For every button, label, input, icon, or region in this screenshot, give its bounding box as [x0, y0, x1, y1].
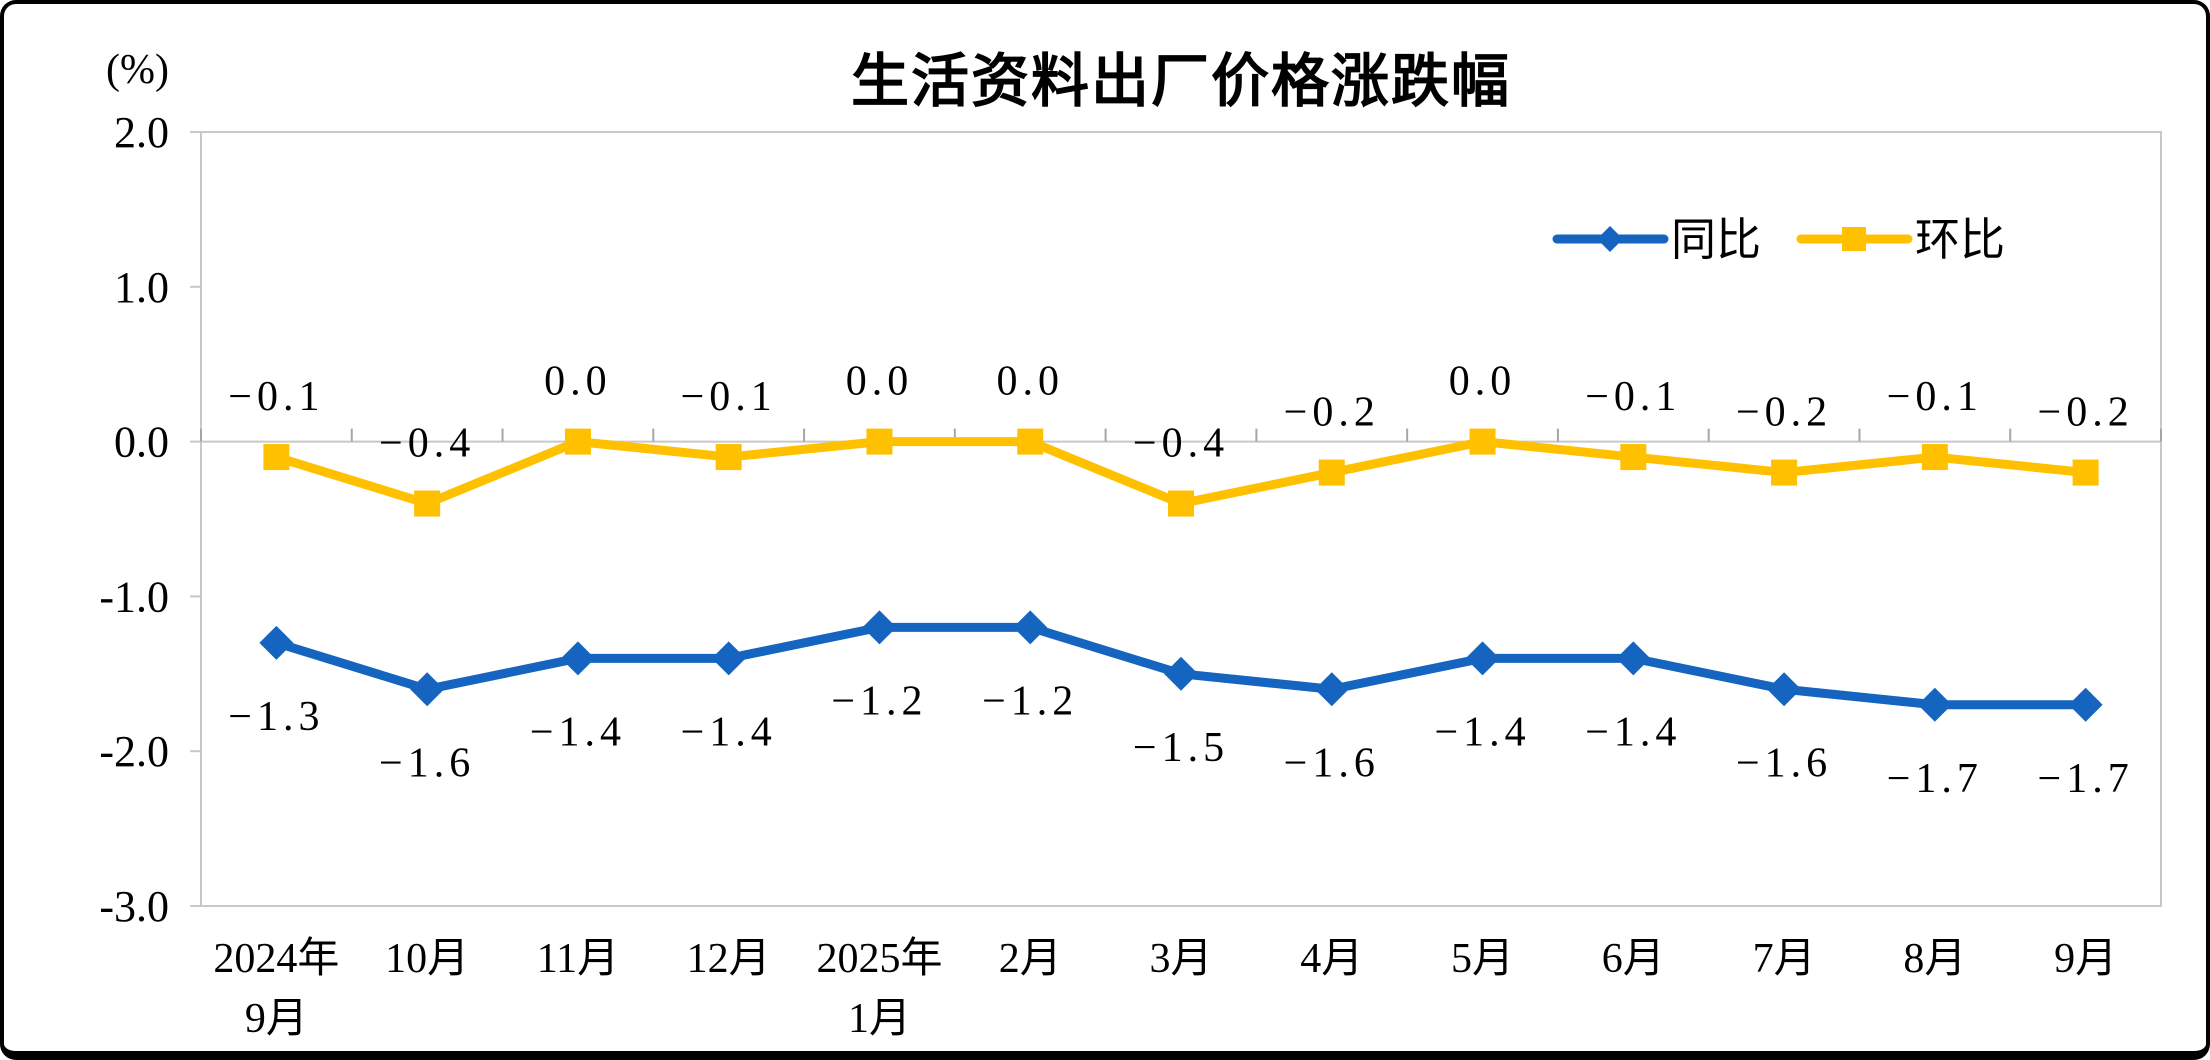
yoy-data-label: −1.4 [1434, 709, 1530, 755]
yoy-point-marker [711, 641, 746, 676]
mom-point-marker [1318, 459, 1345, 486]
line-chart-canvas: 2.0 1.0 0.0 -1.0 -2.0 -3.0 2024年 9月 10月 11月 12月 202… [99, 108, 2162, 1042]
yoy-point-marker [1917, 687, 1952, 722]
yoy-point-marker [1465, 641, 1500, 676]
mom-point-marker [1921, 444, 1948, 471]
yoy-data-label: −1.4 [681, 709, 777, 755]
mom-data-label: −0.1 [1887, 374, 1983, 420]
chart-title: 生活资料出厂价格涨跌幅 [850, 49, 1511, 114]
yoy-data-label: −1.5 [1133, 725, 1229, 771]
x-axis-label: 7月 [1753, 936, 1816, 982]
mom-point-marker [1017, 428, 1044, 455]
mom-data-label: −0.1 [681, 374, 777, 420]
mom-data-label: 0.0 [1449, 359, 1517, 405]
yoy-data-label: −1.7 [2038, 756, 2134, 802]
mom-data-label: −0.4 [1133, 421, 1229, 467]
x-axis-label: 2月 [999, 936, 1062, 982]
y-axis-tick-label: 0.0 [114, 418, 169, 467]
y-axis-tick-label: -1.0 [99, 572, 169, 621]
legend-yoy-label: 同比 [1671, 215, 1761, 265]
mom-point-marker [1168, 490, 1194, 517]
yoy-data-label: −1.7 [1887, 756, 1983, 802]
x-axis-label-line2: 9月 [245, 996, 308, 1042]
mom-point-marker [2072, 459, 2099, 486]
yoy-point-marker [560, 641, 595, 676]
x-axis-label: 6月 [1602, 936, 1665, 982]
legend-yoy-marker [1597, 226, 1623, 252]
mom-point-marker [263, 444, 290, 471]
mom-data-label: −0.1 [1585, 374, 1681, 420]
x-axis-label: 2025年 [816, 935, 942, 982]
mom-data-label: −0.2 [2038, 390, 2134, 436]
x-axis-label: 8月 [1903, 936, 1966, 982]
mom-data-label: 0.0 [996, 359, 1064, 405]
yoy-data-label: −1.3 [228, 694, 324, 740]
mom-data-label: 0.0 [846, 359, 914, 405]
yoy-data-label: −1.2 [831, 678, 927, 724]
y-axis-tick-label: 2.0 [114, 108, 169, 157]
yoy-point-marker [862, 610, 897, 645]
legend-mom-marker [1842, 227, 1866, 251]
x-axis-label: 3月 [1149, 936, 1212, 982]
yoy-point-marker [1013, 610, 1048, 645]
legend-mom-label: 环比 [1915, 215, 2005, 265]
x-axis-label-line2: 1月 [848, 996, 911, 1042]
mom-point-marker [715, 444, 742, 471]
mom-point-marker [414, 490, 441, 517]
x-axis-label: 11月 [537, 936, 619, 982]
yoy-data-label: −1.6 [379, 740, 475, 786]
mom-point-marker [564, 428, 591, 455]
mom-data-label: −0.4 [379, 421, 475, 467]
yoy-data-label: −1.6 [1284, 740, 1380, 786]
mom-point-marker [1771, 459, 1798, 486]
mom-point-marker [1620, 444, 1647, 471]
y-axis-unit-label: (%) [106, 47, 169, 93]
yoy-point-marker [2068, 687, 2103, 722]
mom-data-label: −0.1 [228, 374, 324, 420]
mom-point-marker [1469, 428, 1496, 455]
yoy-data-label: −1.4 [1585, 709, 1681, 755]
yoy-point-marker [410, 672, 445, 707]
yoy-point-marker [1616, 641, 1651, 676]
x-axis-label: 2024年 [213, 935, 339, 982]
y-axis-tick-label: -3.0 [99, 882, 169, 931]
x-axis-label: 12月 [687, 936, 771, 982]
x-axis-label: 4月 [1300, 936, 1363, 982]
x-axis-label: 9月 [2054, 936, 2117, 982]
y-axis-tick-label: 1.0 [114, 263, 169, 312]
yoy-data-label: −1.4 [530, 709, 626, 755]
yoy-point-marker [1314, 672, 1349, 707]
yoy-point-marker [1767, 672, 1802, 707]
mom-data-label: −0.2 [1284, 390, 1380, 436]
y-axis-tick-label: -2.0 [99, 727, 169, 776]
yoy-point-marker [1164, 656, 1198, 691]
yoy-data-label: −1.6 [1736, 740, 1832, 786]
mom-data-label: −0.2 [1736, 390, 1832, 436]
mom-data-label: 0.0 [544, 359, 612, 405]
x-axis-label: 10月 [385, 936, 469, 982]
plot-area-border [200, 131, 2162, 907]
mom-point-marker [866, 428, 893, 455]
x-axis-label: 5月 [1451, 936, 1514, 982]
yoy-data-label: −1.2 [982, 678, 1078, 724]
yoy-point-marker [259, 625, 294, 660]
